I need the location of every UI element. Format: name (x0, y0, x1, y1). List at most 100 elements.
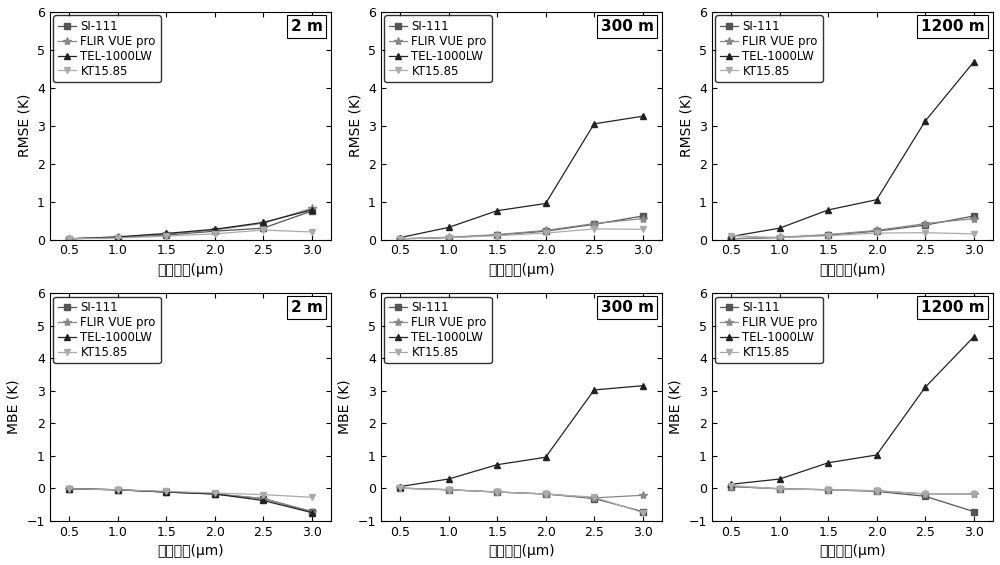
SI-111 (774, 485, 786, 492)
KT15.85 (112, 486, 124, 493)
FLIR VUE pro (112, 486, 124, 493)
KT15.85 (209, 490, 221, 497)
TEL-1000LW (540, 454, 552, 460)
TEL-1000LW (491, 207, 503, 214)
TEL-1000LW (968, 59, 980, 66)
SI-111 (257, 225, 269, 232)
SI-111 (588, 221, 600, 228)
Line: FLIR VUE pro: FLIR VUE pro (396, 215, 647, 243)
TEL-1000LW (63, 485, 75, 492)
SI-111 (306, 208, 318, 215)
Line: SI-111: SI-111 (728, 484, 976, 514)
SI-111 (871, 488, 883, 495)
SI-111 (443, 234, 455, 241)
KT15.85 (257, 227, 269, 233)
SI-111 (112, 486, 124, 493)
FLIR VUE pro (491, 489, 503, 496)
FLIR VUE pro (871, 227, 883, 234)
KT15.85 (822, 486, 834, 493)
KT15.85 (394, 236, 406, 242)
Line: FLIR VUE pro: FLIR VUE pro (727, 215, 978, 243)
FLIR VUE pro (588, 494, 600, 501)
SI-111 (919, 221, 931, 228)
KT15.85 (637, 226, 649, 233)
FLIR VUE pro (637, 215, 649, 222)
TEL-1000LW (822, 207, 834, 214)
KT15.85 (774, 234, 786, 241)
KT15.85 (588, 225, 600, 232)
SI-111 (588, 495, 600, 502)
Line: SI-111: SI-111 (66, 486, 314, 514)
KT15.85 (919, 490, 931, 497)
KT15.85 (491, 232, 503, 239)
Line: KT15.85: KT15.85 (66, 485, 315, 501)
TEL-1000LW (63, 236, 75, 242)
TEL-1000LW (822, 459, 834, 466)
SI-111 (725, 236, 737, 242)
SI-111 (822, 232, 834, 238)
KT15.85 (306, 229, 318, 236)
KT15.85 (637, 509, 649, 516)
Y-axis label: RMSE (K): RMSE (K) (17, 94, 31, 158)
KT15.85 (209, 231, 221, 237)
Line: KT15.85: KT15.85 (66, 227, 315, 242)
FLIR VUE pro (725, 483, 737, 490)
FLIR VUE pro (209, 490, 221, 497)
X-axis label: 波段宽度(μm): 波段宽度(μm) (819, 263, 886, 277)
SI-111 (160, 489, 172, 496)
TEL-1000LW (919, 384, 931, 391)
X-axis label: 波段宽度(μm): 波段宽度(μm) (157, 544, 224, 558)
TEL-1000LW (919, 118, 931, 124)
KT15.85 (588, 494, 600, 501)
TEL-1000LW (725, 233, 737, 240)
X-axis label: 波段宽度(μm): 波段宽度(μm) (488, 263, 555, 277)
SI-111 (919, 493, 931, 499)
Legend: SI-111, FLIR VUE pro, TEL-1000LW, KT15.85: SI-111, FLIR VUE pro, TEL-1000LW, KT15.8… (384, 15, 492, 82)
Y-axis label: RMSE (K): RMSE (K) (348, 94, 362, 158)
TEL-1000LW (306, 509, 318, 516)
Line: TEL-1000LW: TEL-1000LW (728, 59, 977, 240)
Text: 1200 m: 1200 m (921, 300, 985, 315)
KT15.85 (443, 234, 455, 241)
FLIR VUE pro (588, 220, 600, 227)
KT15.85 (257, 491, 269, 498)
KT15.85 (725, 482, 737, 489)
Line: TEL-1000LW: TEL-1000LW (397, 383, 646, 490)
Line: SI-111: SI-111 (397, 485, 645, 514)
KT15.85 (540, 490, 552, 497)
KT15.85 (160, 233, 172, 240)
SI-111 (394, 485, 406, 492)
FLIR VUE pro (443, 234, 455, 241)
FLIR VUE pro (257, 495, 269, 502)
FLIR VUE pro (968, 215, 980, 222)
Text: 2 m: 2 m (291, 300, 323, 315)
TEL-1000LW (588, 386, 600, 393)
Line: TEL-1000LW: TEL-1000LW (728, 333, 977, 488)
FLIR VUE pro (209, 227, 221, 233)
SI-111 (822, 486, 834, 493)
TEL-1000LW (774, 476, 786, 483)
FLIR VUE pro (306, 205, 318, 212)
FLIR VUE pro (63, 485, 75, 492)
FLIR VUE pro (871, 488, 883, 494)
KT15.85 (394, 485, 406, 492)
SI-111 (968, 212, 980, 219)
Line: KT15.85: KT15.85 (397, 225, 646, 242)
TEL-1000LW (774, 225, 786, 232)
Legend: SI-111, FLIR VUE pro, TEL-1000LW, KT15.85: SI-111, FLIR VUE pro, TEL-1000LW, KT15.8… (715, 15, 823, 82)
SI-111 (540, 228, 552, 234)
Line: FLIR VUE pro: FLIR VUE pro (727, 483, 978, 498)
FLIR VUE pro (160, 489, 172, 496)
SI-111 (540, 490, 552, 497)
FLIR VUE pro (774, 234, 786, 241)
FLIR VUE pro (725, 236, 737, 242)
KT15.85 (919, 229, 931, 236)
Text: 300 m: 300 m (601, 300, 654, 315)
TEL-1000LW (209, 490, 221, 497)
KT15.85 (822, 232, 834, 239)
Text: 300 m: 300 m (601, 19, 654, 34)
FLIR VUE pro (774, 485, 786, 492)
SI-111 (160, 232, 172, 238)
FLIR VUE pro (822, 231, 834, 238)
FLIR VUE pro (63, 236, 75, 242)
